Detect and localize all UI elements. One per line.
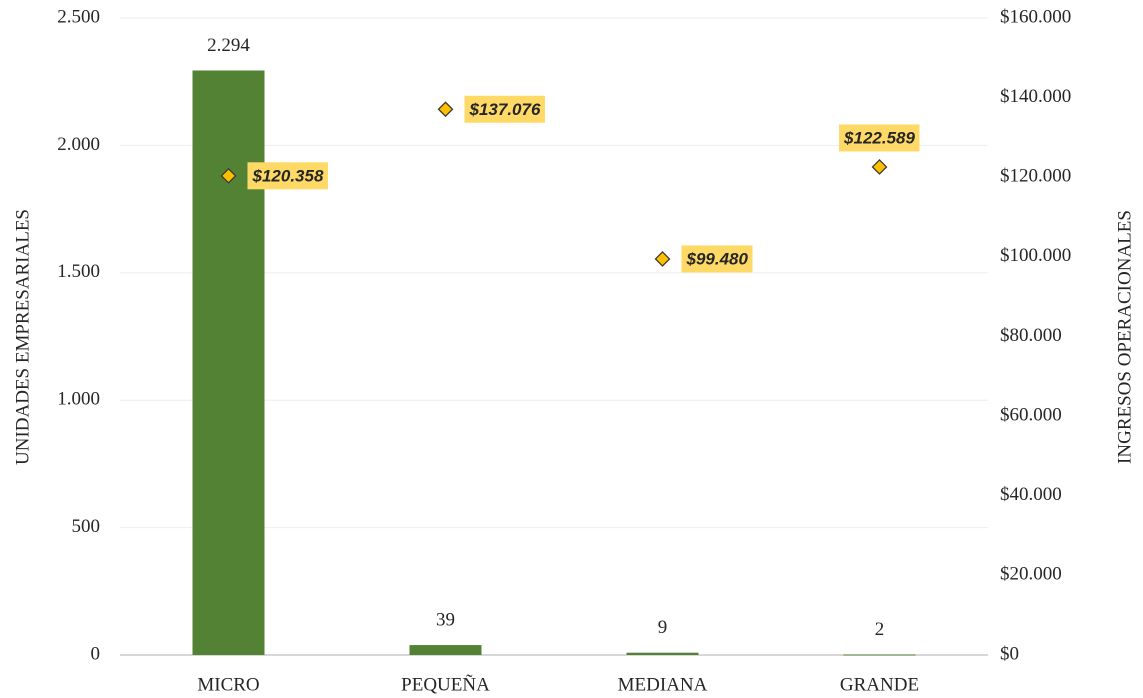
x-tick-label: MICRO [197, 674, 259, 695]
y-tick-label: 1.000 [57, 389, 100, 410]
bar [626, 652, 699, 655]
x-tick-label: PEQUEÑA [401, 673, 490, 695]
bar-value-label: 9 [658, 617, 668, 638]
x-tick-label: GRANDE [840, 674, 919, 695]
value-label-box [839, 124, 920, 152]
y-axis-title: UNIDADES EMPRESARIALES [12, 209, 33, 465]
bar-value-label: 39 [436, 609, 455, 630]
bar-value-label: 2.294 [207, 35, 250, 56]
value-label-box [247, 162, 328, 190]
marker [437, 101, 454, 118]
marker-value-label: $120.358 [252, 166, 324, 185]
y2-tick-label: $20.000 [1000, 564, 1062, 585]
marker [871, 159, 888, 175]
y-tick-label: 0 [91, 643, 101, 664]
y2-tick-label: $60.000 [1000, 404, 1062, 425]
y2-tick-label: $100.000 [1000, 245, 1071, 266]
y-tick-label: 2.000 [57, 134, 100, 155]
marker-value-label: $122.589 [843, 128, 915, 147]
y2-tick-label: $140.000 [1000, 86, 1071, 107]
value-label-box [464, 95, 545, 123]
bar [192, 70, 265, 656]
y-tick-label: 2.500 [57, 6, 100, 27]
value-label-box [681, 245, 753, 273]
bar [843, 654, 916, 656]
y2-tick-label: $0 [1000, 643, 1019, 664]
marker-value-label: $137.076 [469, 100, 541, 119]
y2-tick-label: $40.000 [1000, 484, 1062, 505]
x-tick-label: MEDIANA [618, 674, 708, 695]
y-tick-label: 1.500 [57, 261, 100, 282]
y2-axis-title: INGRESOS OPERACIONALES [1114, 210, 1135, 464]
y2-tick-label: $80.000 [1000, 325, 1062, 346]
marker-value-label: $99.480 [686, 249, 749, 268]
bar-value-label: 2 [875, 619, 885, 640]
y2-tick-label: $160.000 [1000, 6, 1071, 27]
marker [654, 251, 671, 267]
marker [220, 167, 237, 184]
y-tick-label: 500 [72, 516, 101, 537]
bar [409, 645, 482, 655]
y2-tick-label: $120.000 [1000, 166, 1071, 187]
